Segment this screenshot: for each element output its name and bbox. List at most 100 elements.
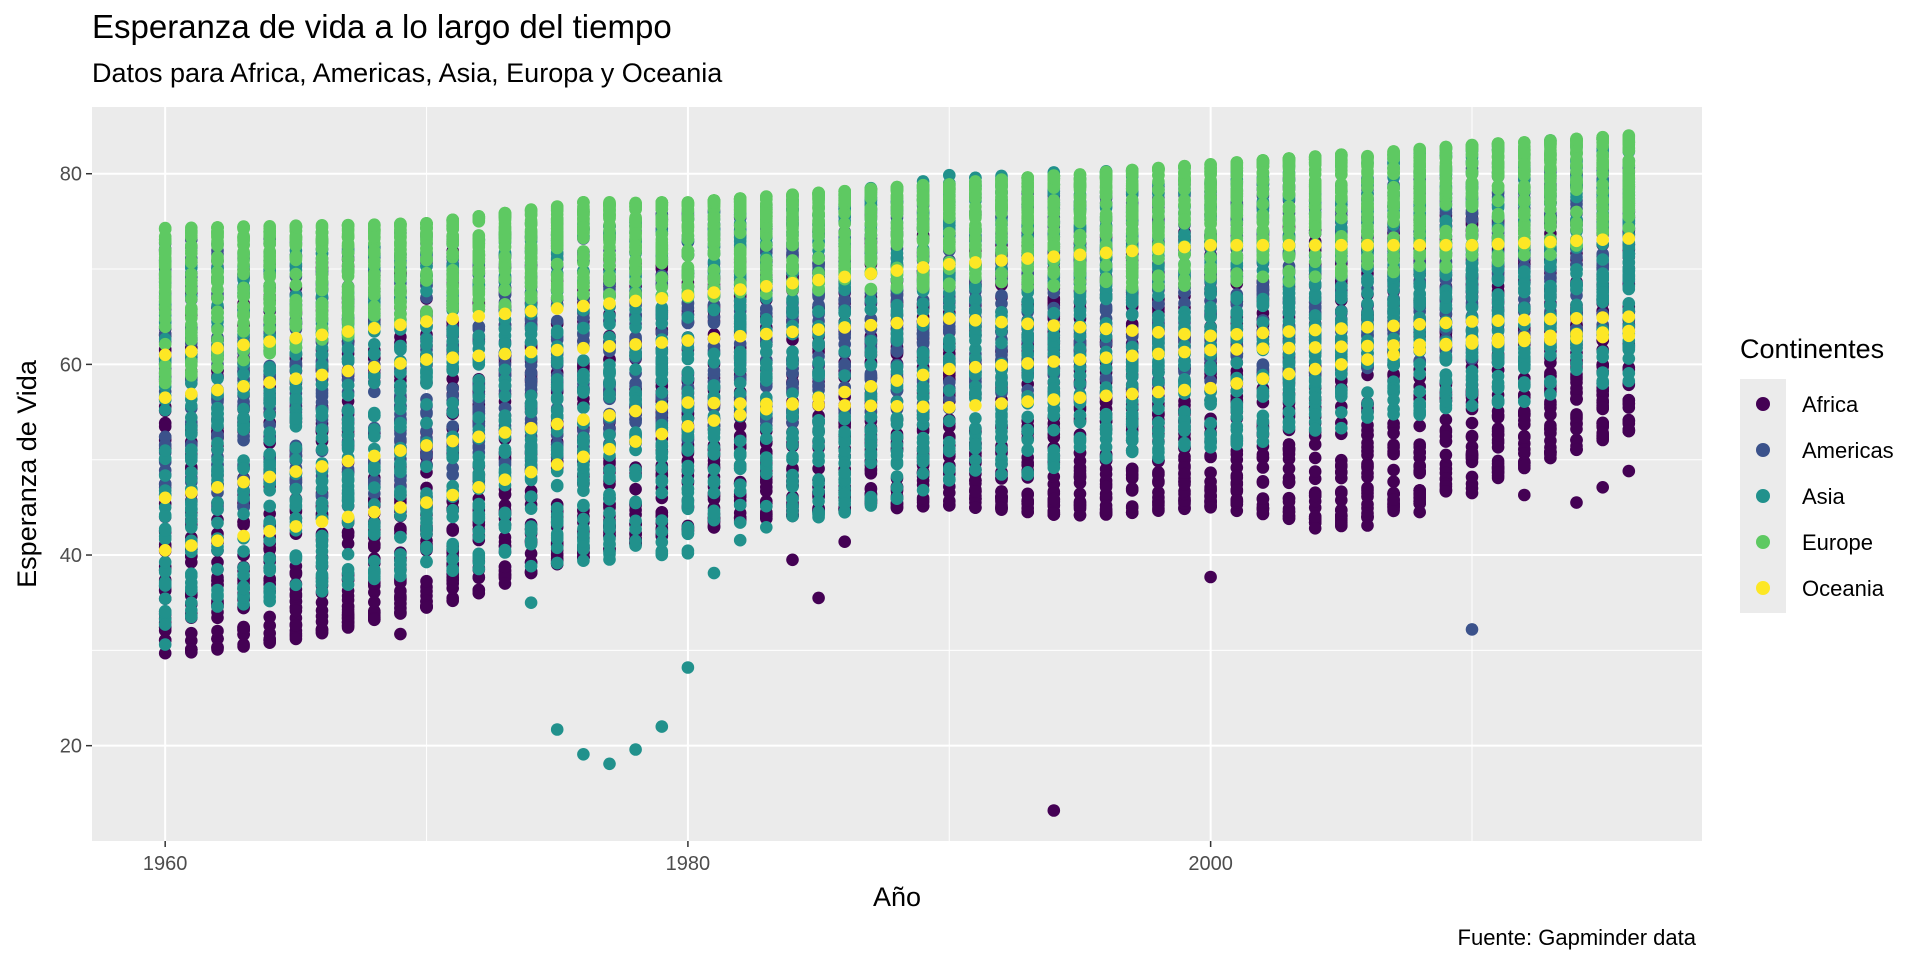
point-asia [237, 423, 250, 436]
point-americas [420, 448, 433, 461]
point-africa [420, 584, 433, 598]
point-africa [1465, 455, 1479, 469]
point-africa [1125, 468, 1139, 482]
point-africa [211, 624, 224, 638]
point-africa [315, 609, 329, 623]
point-africa-outlier [211, 643, 224, 656]
point-africa [1021, 494, 1034, 507]
point-africa-outlier [1413, 505, 1426, 519]
point-africa [1256, 461, 1270, 474]
point-africa [1152, 468, 1165, 481]
point-africa-outlier [185, 646, 198, 659]
point-africa [760, 480, 773, 494]
point-africa [1596, 416, 1609, 430]
point-africa [733, 419, 747, 433]
point-africa [289, 604, 303, 618]
point-africa [1230, 471, 1244, 485]
point-africa [1230, 483, 1244, 497]
point-africa [1256, 507, 1270, 521]
point-africa [1361, 457, 1374, 471]
point-africa-outlier [498, 577, 512, 590]
point-africa [1439, 485, 1453, 498]
point-africa-outlier [786, 553, 799, 567]
point-africa [1387, 475, 1400, 489]
point-africa-outlier [1465, 486, 1479, 500]
point-africa [1413, 466, 1426, 480]
point-africa-outlier [368, 613, 381, 627]
point-asia [211, 588, 224, 601]
point-africa [1544, 398, 1557, 411]
point-africa [1544, 445, 1557, 459]
point-africa [1256, 475, 1270, 488]
point-africa [341, 537, 355, 550]
point-africa [1570, 443, 1583, 457]
point-africa [995, 501, 1008, 515]
point-asia [211, 516, 224, 530]
point-africa [158, 420, 172, 433]
point-africa [1282, 495, 1296, 509]
point-africa [1073, 508, 1087, 522]
point-asia [158, 578, 172, 592]
point-africa [1073, 454, 1087, 468]
point-americas [916, 330, 930, 343]
point-africa [1491, 428, 1505, 442]
point-africa-outlier [315, 626, 329, 640]
point-africa [1544, 408, 1557, 422]
point-africa [1544, 421, 1557, 435]
point-africa [1178, 478, 1191, 491]
point-africa [394, 522, 407, 535]
point-africa [1047, 492, 1061, 506]
point-africa [1361, 481, 1374, 495]
point-africa [1152, 499, 1165, 512]
point-americas [446, 420, 460, 433]
point-africa [1518, 459, 1531, 473]
point-americas [158, 430, 172, 444]
point-africa [1387, 441, 1400, 454]
point-africa [1282, 476, 1296, 490]
point-asia [263, 561, 277, 574]
point-asia [158, 444, 172, 457]
point-africa [1256, 492, 1270, 505]
point-asia [237, 545, 250, 558]
point-asia [158, 555, 172, 569]
point-africa [1570, 373, 1583, 386]
point-americas-outlier [1465, 623, 1479, 636]
point-africa [1125, 482, 1139, 496]
point-africa [1308, 510, 1322, 524]
point-asia [211, 407, 224, 421]
point-africa [1308, 465, 1322, 478]
point-africa [1099, 502, 1113, 516]
point-africa [368, 586, 381, 599]
point-africa-outlier [263, 636, 277, 649]
point-africa [1570, 422, 1583, 436]
point-asia [237, 507, 250, 521]
point-africa [1073, 498, 1087, 511]
point-americas [629, 416, 642, 429]
point-africa-outlier [1308, 522, 1322, 535]
point-africa [943, 498, 956, 512]
point-africa [368, 595, 381, 609]
point-africa [1570, 393, 1583, 406]
point-americas [446, 461, 460, 475]
point-africa [1570, 382, 1583, 395]
point-asia [211, 563, 224, 576]
point-asia [185, 576, 198, 589]
point-africa [185, 626, 198, 640]
point-asia [211, 496, 224, 509]
point-africa [420, 574, 433, 588]
point-americas [838, 358, 851, 371]
point-africa-outlier [341, 621, 355, 634]
point-africa [1465, 416, 1479, 430]
point-africa [524, 547, 538, 560]
point-africa [341, 589, 355, 603]
point-africa-outlier [1622, 464, 1636, 478]
point-africa [1387, 463, 1400, 477]
point-africa [1387, 427, 1400, 440]
point-africa [1335, 519, 1348, 533]
point-asia [158, 604, 172, 618]
point-africa [1518, 447, 1531, 460]
point-africa [1256, 451, 1270, 465]
point-africa-outlier [472, 586, 486, 600]
point-africa [394, 605, 407, 619]
